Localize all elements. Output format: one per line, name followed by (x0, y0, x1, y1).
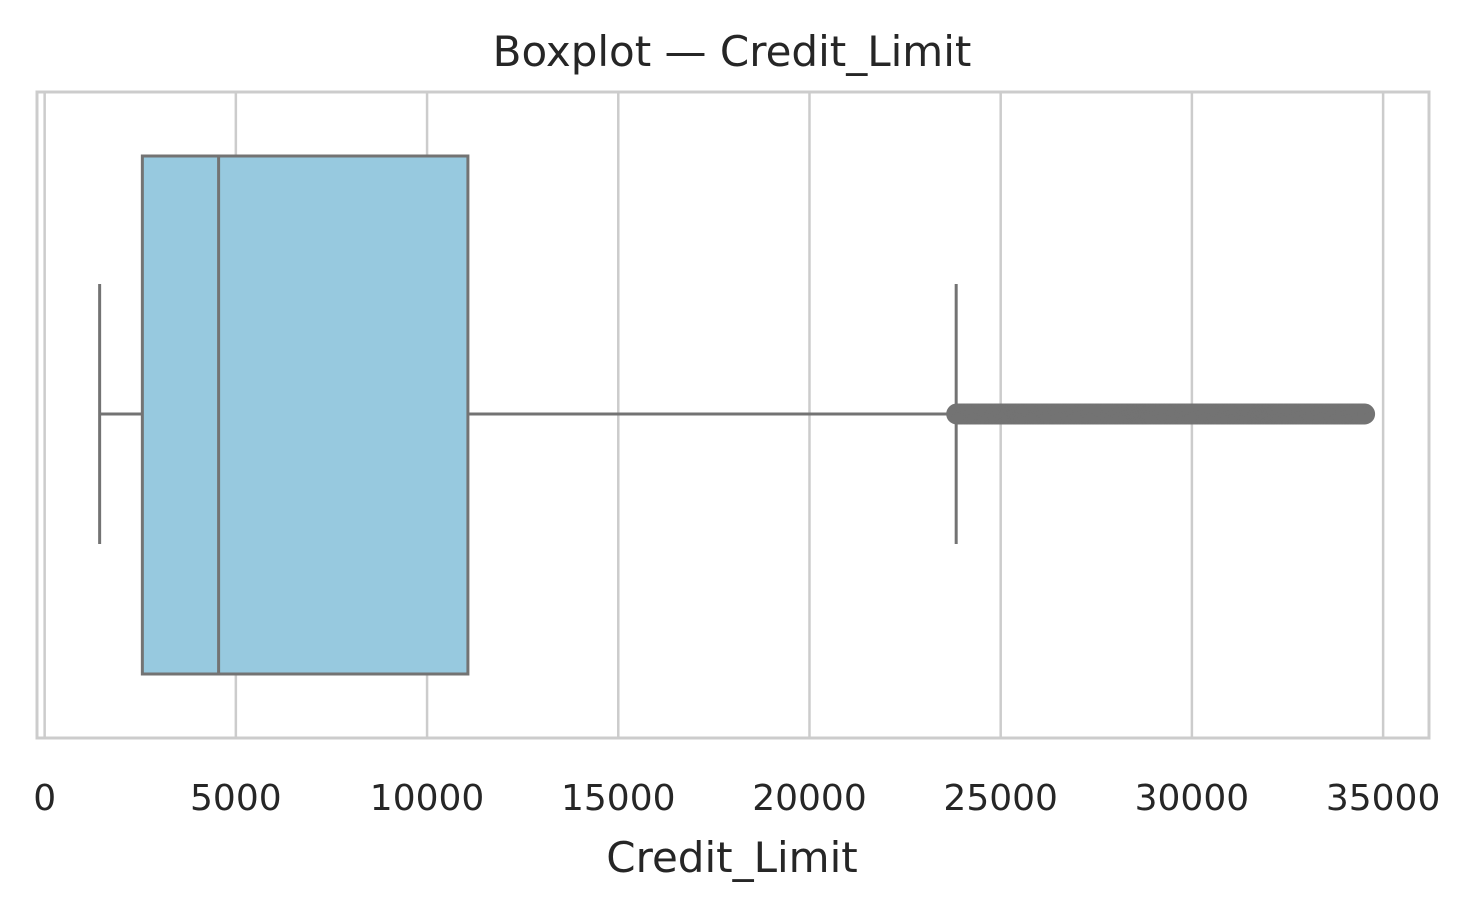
x-axis-label: Credit_Limit (606, 833, 857, 882)
x-tick-label-25000: 25000 (943, 778, 1058, 819)
outlier-point (1354, 403, 1376, 425)
outlier-group (946, 403, 1376, 425)
box-group (98, 154, 958, 676)
x-tick-label-10000: 10000 (370, 778, 485, 819)
chart-title: Boxplot — Credit_Limit (493, 27, 972, 76)
x-tick-labels: 0 5000 10000 15000 20000 25000 30000 35000 (33, 778, 1440, 819)
x-tick-label-30000: 30000 (1135, 778, 1250, 819)
plot-frame (35, 90, 1431, 740)
x-tick-label-5000: 5000 (190, 778, 282, 819)
iqr-box (140, 154, 470, 676)
x-tick-label-15000: 15000 (561, 778, 676, 819)
x-tick-label-0: 0 (33, 778, 56, 819)
x-tick-label-35000: 35000 (1326, 778, 1441, 819)
x-tick-label-20000: 20000 (752, 778, 867, 819)
